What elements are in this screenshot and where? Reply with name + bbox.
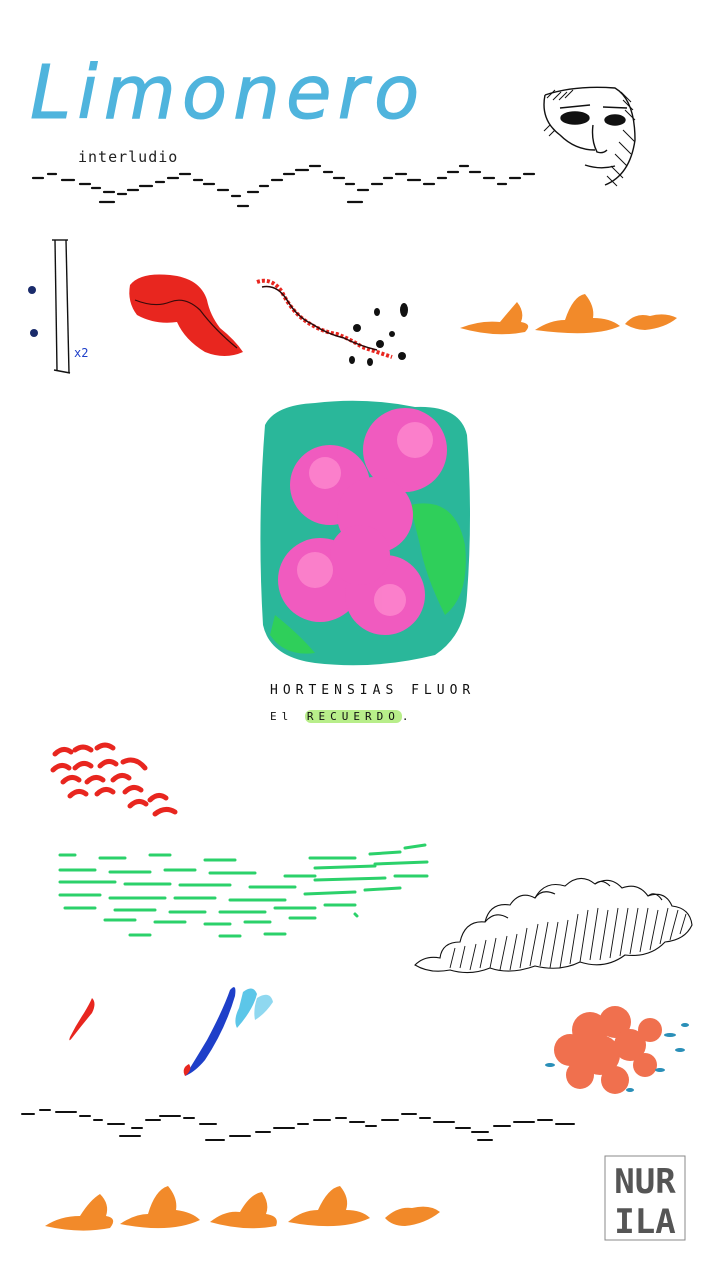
hydrangea-painting [260,400,470,666]
orange-strokes-top [460,294,677,335]
red-petal-strokes [50,742,178,817]
caption-line-2: El RECUERDO. [270,710,413,723]
signature-line-1: NUR [614,1162,676,1202]
melody-line-bottom [21,1109,575,1141]
branch-with-drops [256,278,408,366]
salmon-flower-cluster [545,1006,689,1094]
caption-highlight: RECUERDO [304,710,402,723]
caption-line-1: HORTENSIAS FLUOR [270,683,476,698]
cloud-sketch-icon [414,877,693,974]
title-text: Limonero [30,50,425,136]
red-small-stroke [69,998,95,1041]
blue-strokes [183,987,273,1076]
red-brush-stroke [129,274,243,356]
face-sketch-icon [543,86,636,187]
repeat-mark: x2 [74,346,88,360]
green-lines [58,843,429,938]
orange-strokes-bottom [45,1186,440,1231]
signature-stamp-icon: NUR ILA [604,1155,686,1242]
caption-suffix: . [401,710,414,723]
melody-line-top [31,164,536,208]
subtitle: interludio [78,148,179,166]
caption-prefix: El [270,710,305,723]
signature-line-2: ILA [614,1202,675,1242]
title: Limonero [30,50,425,137]
repeat-bar-icon: x2 [28,239,88,374]
